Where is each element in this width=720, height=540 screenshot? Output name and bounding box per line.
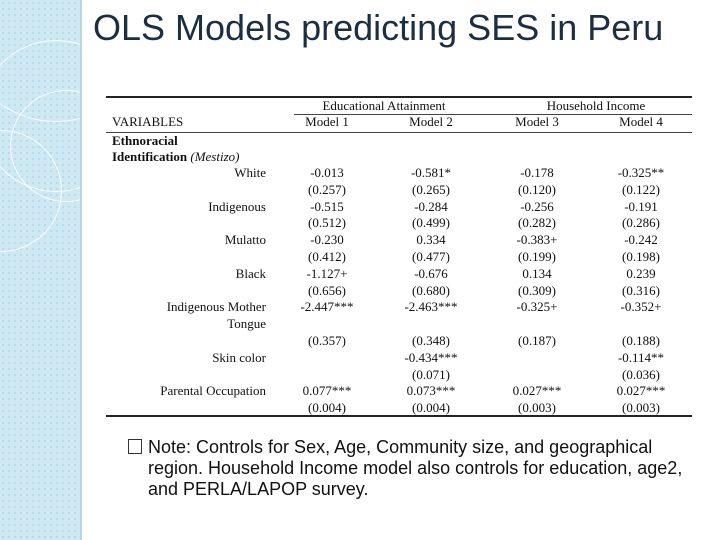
strip-divider xyxy=(80,0,82,540)
table-cell-model-2: -0.434*** xyxy=(404,349,458,365)
table-cell-model-2: -2.463*** xyxy=(404,299,458,315)
table-cell-model-3: (0.187) xyxy=(518,333,556,348)
table-cell-model-2: 0.334 xyxy=(416,232,446,248)
table-cell-model-3: (0.309) xyxy=(518,282,556,298)
model-header-4: Model 4 xyxy=(619,114,663,129)
table-cell-model-2: (0.499) xyxy=(412,215,450,231)
table-cell-model-2: 0.073*** xyxy=(406,383,456,399)
table-top-rule xyxy=(106,96,692,98)
table-cell-model-3: -0.178 xyxy=(520,165,554,180)
table-cell-model-1: (0.257) xyxy=(308,181,346,197)
row-label: Black xyxy=(235,265,266,281)
table-cell-model-3: (0.003) xyxy=(518,400,556,416)
table-cell-model-4: (0.122) xyxy=(622,181,660,197)
table-cell-model-1: -2.447*** xyxy=(300,299,354,315)
table-bottom-rule xyxy=(106,415,692,417)
table-cell-model-3: -0.383+ xyxy=(516,232,558,248)
table-cell-model-1: -0.515 xyxy=(310,198,344,214)
table-cell-model-1: (0.512) xyxy=(308,215,346,231)
footnote-text: Note: Controls for Sex, Age, Community s… xyxy=(148,437,683,499)
table-cell-model-1: -1.127+ xyxy=(306,265,348,281)
table-cell-model-4: 0.027*** xyxy=(616,383,666,399)
table-cell-model-2: (0.265) xyxy=(412,181,450,197)
table-cell-model-4: (0.036) xyxy=(622,366,660,382)
page-title: OLS Models predicting SES in Peru xyxy=(93,7,664,48)
section-title-identification: Identification xyxy=(112,149,188,164)
row-label: Tongue xyxy=(227,316,266,332)
row-label: White xyxy=(234,165,266,180)
table-cell-model-4: -0.114** xyxy=(617,349,665,365)
table-cell-model-4: (0.188) xyxy=(622,333,660,348)
section-title-line-2: Identification (Mestizo) xyxy=(112,149,239,165)
table-cell-model-3: (0.282) xyxy=(518,215,556,231)
model-header-1: Model 1 xyxy=(305,114,349,129)
table-cell-model-3: -0.325+ xyxy=(516,299,558,315)
table-cell-model-4: (0.003) xyxy=(622,400,660,416)
table-cell-model-1: -0.013 xyxy=(310,165,344,180)
table-cell-model-4: -0.191 xyxy=(624,198,658,214)
table-cell-model-1: (0.004) xyxy=(308,400,346,416)
variables-header: VARIABLES xyxy=(112,114,184,129)
group-header-income: Household Income xyxy=(546,98,646,113)
row-label: Mulatto xyxy=(224,232,266,248)
table-cell-model-4: -0.242 xyxy=(624,232,658,248)
table-cell-model-3: -0.256 xyxy=(520,198,554,214)
table-cell-model-4: (0.316) xyxy=(622,282,660,298)
table-cell-model-4: (0.286) xyxy=(622,215,660,231)
row-label: Skin color xyxy=(212,349,266,365)
model-header-2: Model 2 xyxy=(409,114,453,129)
row-label: Indigenous Mother xyxy=(166,299,266,315)
table-cell-model-4: -0.352+ xyxy=(620,299,662,315)
table-cell-model-4: -0.325** xyxy=(617,165,665,180)
row-label: Indigenous xyxy=(208,198,266,214)
table-cell-model-4: (0.198) xyxy=(622,249,660,264)
section-reference-category: (Mestizo) xyxy=(190,149,240,164)
table-cell-model-1: (0.656) xyxy=(308,282,346,298)
group-header-rule xyxy=(294,114,692,115)
table-cell-model-3: (0.120) xyxy=(518,181,556,197)
section-title-line-1: Ethnoracial xyxy=(112,133,178,148)
table-cell-model-3: 0.134 xyxy=(522,265,552,281)
table-cell-model-1: (0.357) xyxy=(308,333,346,348)
table-cell-model-2: -0.581* xyxy=(410,165,452,180)
footnote: Note: Controls for Sex, Age, Community s… xyxy=(128,437,688,499)
table-cell-model-2: -0.676 xyxy=(414,265,448,281)
table-cell-model-4: 0.239 xyxy=(626,265,656,281)
table-cell-model-1: -0.230 xyxy=(310,232,344,248)
decorative-rings xyxy=(0,0,160,260)
table-cell-model-1: (0.412) xyxy=(308,249,346,264)
model-header-3: Model 3 xyxy=(515,114,559,129)
header-bottom-rule xyxy=(106,132,692,133)
row-label: Parental Occupation xyxy=(160,383,266,399)
table-cell-model-2: (0.680) xyxy=(412,282,450,298)
group-header-education: Educational Attainment xyxy=(322,98,446,113)
table-cell-model-2: (0.477) xyxy=(412,249,450,264)
table-cell-model-2: (0.071) xyxy=(412,366,450,382)
checkbox-bullet-icon xyxy=(128,439,142,454)
table-cell-model-2: (0.004) xyxy=(412,400,450,416)
table-cell-model-2: (0.348) xyxy=(412,333,450,348)
table-cell-model-1: 0.077*** xyxy=(302,383,352,399)
table-cell-model-3: 0.027*** xyxy=(512,383,562,399)
table-cell-model-3: (0.199) xyxy=(518,249,556,264)
table-cell-model-2: -0.284 xyxy=(414,198,448,214)
